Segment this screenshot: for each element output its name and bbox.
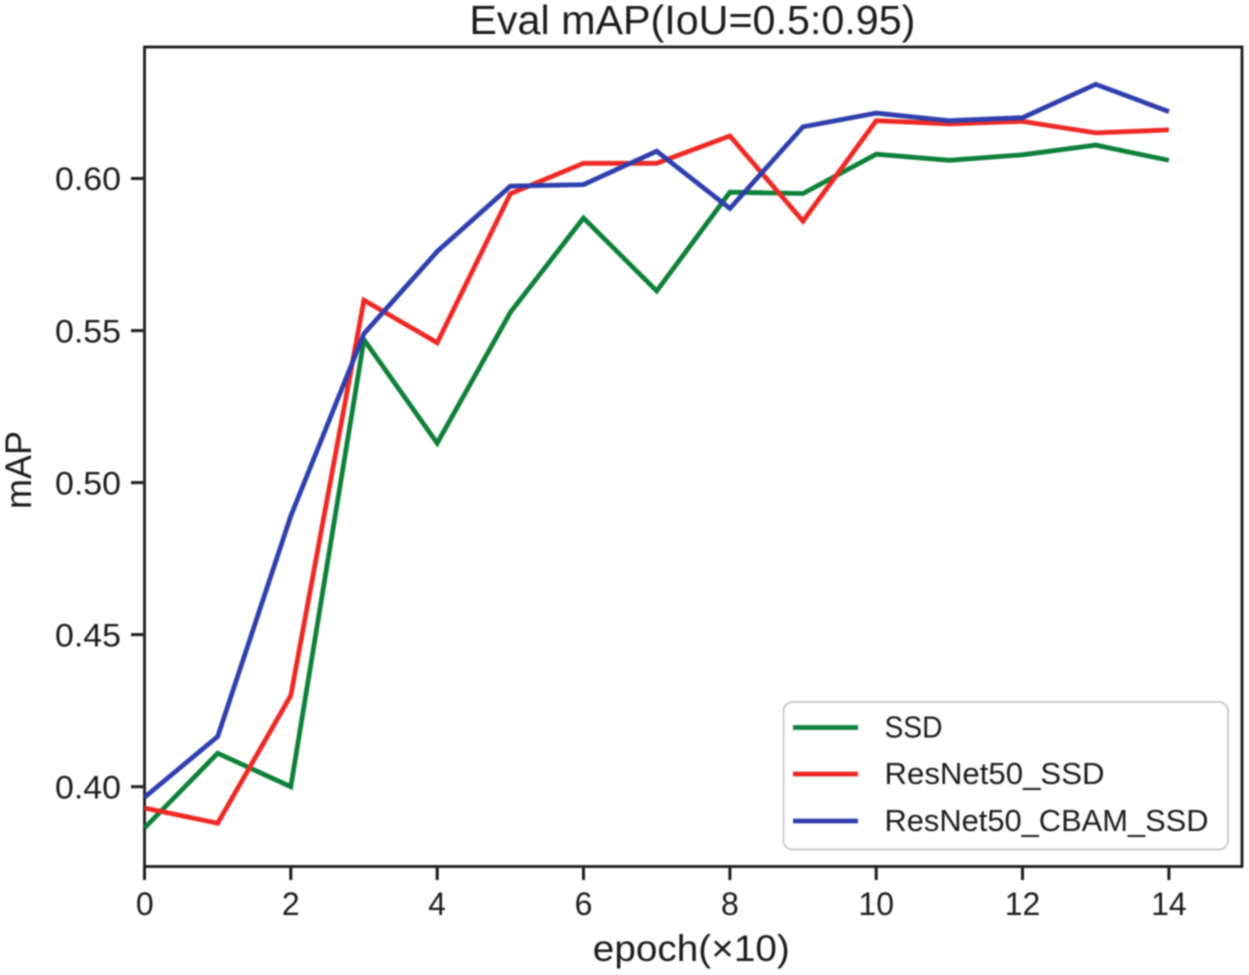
svg-text:14: 14 (1151, 886, 1187, 922)
svg-text:Eval mAP(IoU=0.5:0.95): Eval mAP(IoU=0.5:0.95) (469, 0, 915, 43)
svg-text:mAP: mAP (0, 431, 39, 509)
svg-text:0: 0 (136, 886, 154, 922)
svg-text:0.40: 0.40 (55, 769, 121, 805)
svg-text:ResNet50_CBAM_SSD: ResNet50_CBAM_SSD (885, 803, 1209, 838)
svg-text:6: 6 (575, 886, 593, 922)
svg-text:0.55: 0.55 (55, 313, 121, 349)
svg-text:10: 10 (858, 886, 894, 922)
svg-text:0.45: 0.45 (55, 617, 121, 653)
svg-text:4: 4 (428, 886, 446, 922)
svg-text:12: 12 (1005, 886, 1041, 922)
svg-text:epoch(×10): epoch(×10) (593, 928, 790, 969)
svg-text:SSD: SSD (885, 710, 943, 745)
svg-text:8: 8 (721, 886, 739, 922)
svg-text:2: 2 (282, 886, 300, 922)
svg-text:0.60: 0.60 (55, 161, 121, 197)
svg-text:ResNet50_SSD: ResNet50_SSD (885, 756, 1105, 791)
svg-text:0.50: 0.50 (55, 465, 121, 501)
